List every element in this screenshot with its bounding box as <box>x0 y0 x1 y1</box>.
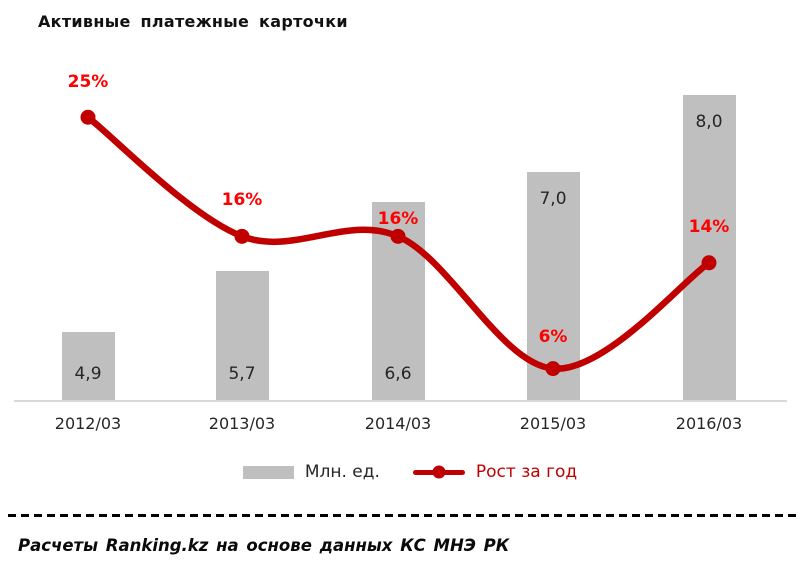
dashed-divider <box>8 514 797 517</box>
x-axis-label: 2012/03 <box>54 414 122 433</box>
bar-swatch-icon <box>242 465 294 479</box>
growth-value-label: 16% <box>221 190 263 211</box>
x-axis-label: 2016/03 <box>675 414 743 433</box>
x-axis-label: 2013/03 <box>208 414 276 433</box>
line-marker-dot-icon <box>432 465 446 479</box>
source-note: Расчеты Ranking.kz на основе данных КС М… <box>18 536 510 555</box>
x-axis-label: 2014/03 <box>364 414 432 433</box>
x-axis-line <box>14 400 787 402</box>
chart-title: Активные платежные карточки <box>38 12 348 31</box>
bar-value-label: 8,0 <box>695 112 723 132</box>
legend-item-line: Рост за год <box>412 462 578 482</box>
line-marker <box>80 109 96 125</box>
legend-label-line: Рост за год <box>475 462 578 482</box>
growth-value-label: 6% <box>538 326 568 347</box>
bar-2016-03 <box>682 95 736 401</box>
legend-label-bars: Млн. ед. <box>304 462 380 482</box>
growth-value-label: 16% <box>377 209 419 230</box>
line-swatch-icon <box>412 465 465 479</box>
legend-item-bars: Млн. ед. <box>242 462 380 482</box>
legend: Млн. ед. Рост за год <box>10 462 800 482</box>
bar-value-label: 6,6 <box>384 364 412 384</box>
bar-value-label: 7,0 <box>539 188 567 209</box>
x-axis-label: 2015/03 <box>519 414 587 433</box>
growth-value-label: 14% <box>688 216 730 237</box>
bar-value-label: 4,9 <box>74 364 102 384</box>
growth-value-label: 25% <box>67 72 109 93</box>
bar-value-label: 5,7 <box>228 364 256 384</box>
line-marker <box>234 228 250 244</box>
